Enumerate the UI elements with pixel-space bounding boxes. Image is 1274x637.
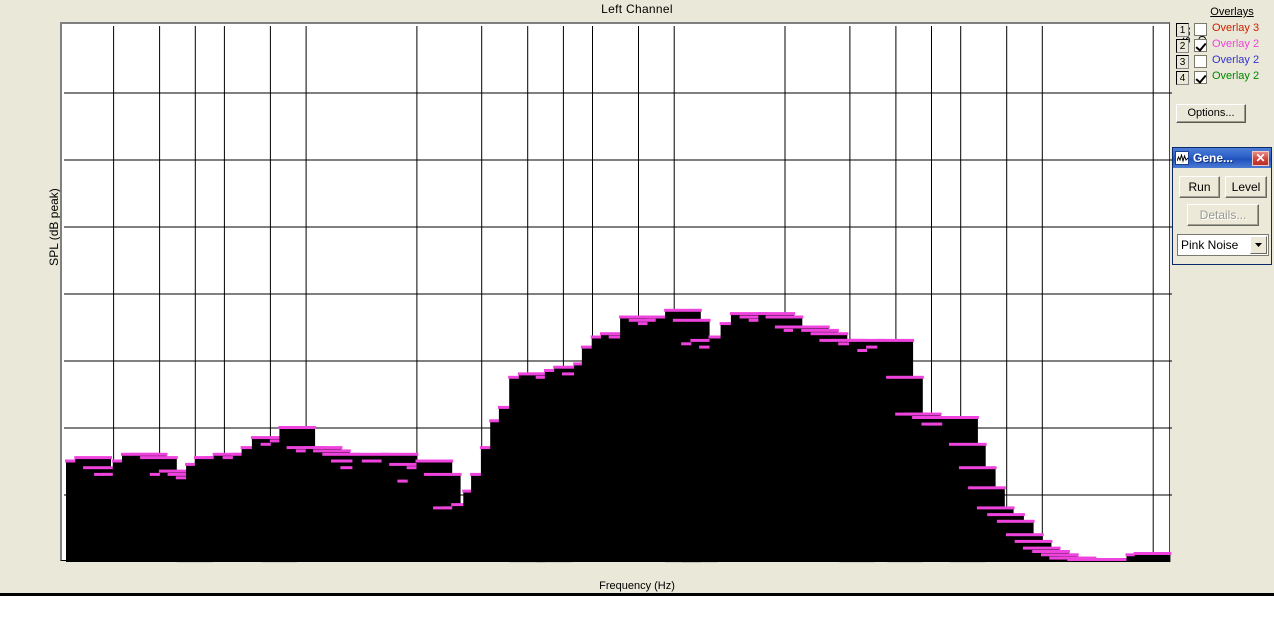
overlay-label: Overlay 2 (1212, 70, 1260, 82)
generator-level-button[interactable]: Level (1225, 176, 1267, 198)
signal-type-select[interactable]: Pink Noise (1177, 234, 1269, 256)
overlay-row: 3 Overlay 2 (1176, 54, 1272, 70)
spectrum-bars (65, 308, 1172, 563)
generator-details-button: Details... (1187, 204, 1259, 226)
generator-title: Gene... (1193, 151, 1234, 165)
overlay-on-checkbox-3[interactable] (1194, 55, 1207, 68)
y-axis-title: SPL (dB peak) (47, 188, 61, 266)
overlay-on-checkbox-2[interactable] (1194, 39, 1207, 52)
analyzer-window: Left Channel SPL (dB peak) Frequency (Hz… (0, 0, 1274, 596)
overlay-label: Overlay 3 (1212, 22, 1260, 34)
overlays-heading: Overlays (1210, 6, 1254, 18)
chevron-down-icon[interactable] (1250, 236, 1267, 254)
close-icon[interactable]: ✕ (1252, 150, 1269, 166)
page-title: Left Channel (601, 2, 673, 16)
overlay-set-button-4[interactable]: 4 (1176, 71, 1189, 85)
overlay-on-checkbox-1[interactable] (1194, 23, 1207, 36)
overlay-label: Overlay 2 (1212, 38, 1260, 50)
generator-window: Gene... ✕ Run Level Details... Pink Nois… (1172, 147, 1272, 265)
waveform-icon (1175, 151, 1189, 165)
overlay-row: 1 Overlay 3 (1176, 22, 1272, 38)
spectrum-plot[interactable] (60, 22, 1172, 563)
generator-run-button[interactable]: Run (1179, 176, 1220, 198)
overlay-options-button[interactable]: Options... (1176, 104, 1246, 123)
overlay-row: 2 Overlay 2 (1176, 38, 1272, 54)
overlay-set-button-1[interactable]: 1 (1176, 23, 1189, 37)
generator-titlebar[interactable]: Gene... ✕ (1173, 148, 1271, 168)
plot-area-wrapper (60, 22, 1172, 563)
overlay-set-button-3[interactable]: 3 (1176, 55, 1189, 69)
overlay-label: Overlay 2 (1212, 54, 1260, 66)
waveform-glyph (1176, 153, 1188, 163)
overlay-row: 4 Overlay 2 (1176, 70, 1272, 86)
signal-type-value: Pink Noise (1181, 238, 1239, 252)
x-axis-title: Frequency (Hz) (599, 580, 675, 592)
overlay-on-checkbox-4[interactable] (1194, 71, 1207, 84)
overlay-set-button-2[interactable]: 2 (1176, 39, 1189, 53)
chevron-down-glyph (1255, 243, 1262, 247)
chart-canvas (64, 26, 1172, 563)
